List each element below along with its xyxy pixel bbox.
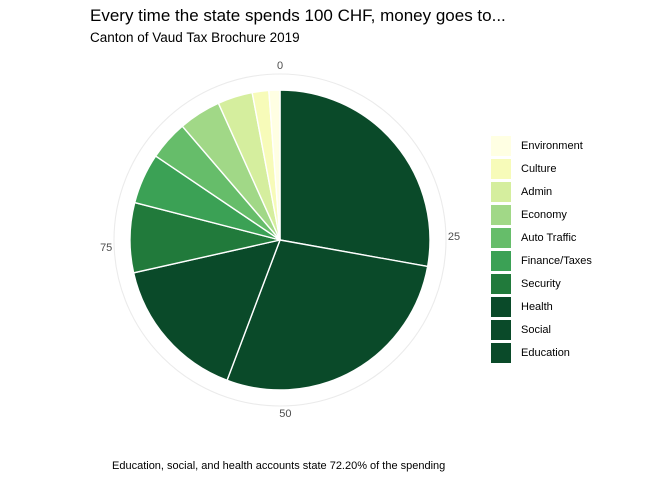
- legend-key: [491, 251, 511, 271]
- legend-key: [491, 297, 511, 317]
- chart-subtitle: Canton of Vaud Tax Brochure 2019: [90, 30, 300, 45]
- legend-label: Environment: [521, 140, 583, 152]
- legend-label: Culture: [521, 163, 556, 175]
- axis-tick-label: 0: [277, 60, 283, 72]
- legend-label: Security: [521, 278, 561, 290]
- legend-key: [491, 320, 511, 340]
- axis-tick-label: 75: [100, 242, 112, 254]
- pie-slice-education: [279, 89, 431, 268]
- pie-slices: [129, 89, 431, 391]
- legend-key: [491, 274, 511, 294]
- legend-key: [491, 182, 511, 202]
- axis-tick-label: 50: [279, 408, 291, 420]
- legend-key: [491, 343, 511, 363]
- legend-key: [491, 136, 511, 156]
- legend: Environment Culture Admin Economy Auto Traff…: [491, 136, 592, 363]
- legend-key: [491, 228, 511, 248]
- axis-ticks: 0 25 50 75: [100, 60, 460, 420]
- axis-tick-label: 25: [448, 231, 460, 243]
- chart-caption: Education, social, and health accounts s…: [112, 460, 446, 472]
- polar-grid: [113, 73, 447, 407]
- legend-label: Economy: [521, 209, 567, 221]
- legend-key: [491, 205, 511, 225]
- legend-label: Health: [521, 301, 553, 313]
- legend-key: [491, 159, 511, 179]
- chart-title: Every time the state spends 100 CHF, mon…: [90, 6, 506, 25]
- grid-circle: [113, 73, 447, 407]
- legend-label: Education: [521, 347, 570, 359]
- legend-label: Social: [521, 324, 551, 336]
- pie-slice-health: [132, 239, 282, 382]
- legend-label: Finance/Taxes: [521, 255, 592, 267]
- legend-label: Auto Traffic: [521, 232, 577, 244]
- pie-slice-social: [226, 239, 429, 391]
- pie-slice-environment: [268, 89, 281, 241]
- legend-label: Admin: [521, 186, 552, 198]
